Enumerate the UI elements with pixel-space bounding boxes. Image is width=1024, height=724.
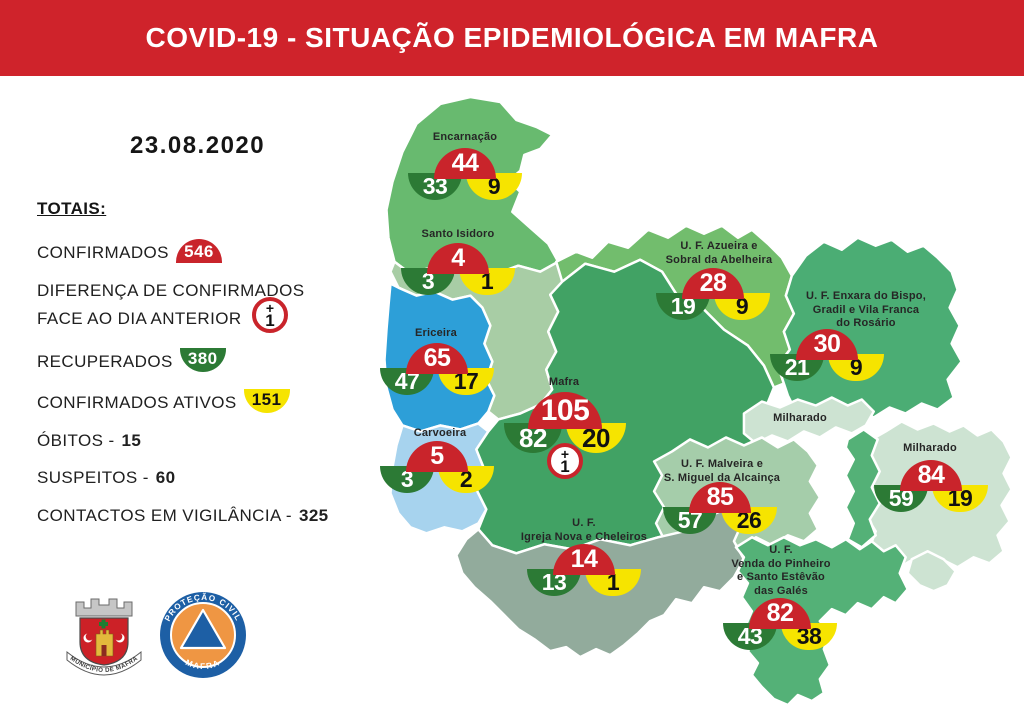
region-shape-milharado-exclave — [742, 396, 875, 445]
diferenca-total-circle: + 1 — [252, 297, 288, 333]
diferenca-label-line1: DIFERENÇA DE CONFIRMADOS — [37, 281, 305, 300]
protecao-civil-logo: PROTEÇÃO CIVIL MAFRA — [160, 592, 246, 678]
suspeitos-value: 60 — [155, 468, 176, 487]
plus-sign: + — [265, 299, 275, 316]
ribbon — [66, 650, 142, 676]
report-date: 23.08.2020 — [130, 132, 266, 159]
svg-text:MAFRA: MAFRA — [184, 658, 222, 671]
suspeitos-label: SUSPEITOS - — [37, 468, 149, 487]
ativos-total-badge: 151 — [243, 389, 290, 413]
diferenca-label-line2: FACE AO DIA ANTERIOR — [37, 309, 242, 328]
stat-recuperados: RECUPERADOS 380 — [37, 348, 226, 372]
civil-protection-triangle-icon — [179, 608, 227, 650]
castle-tower — [95, 629, 114, 657]
stat-contactos: CONTACTOS EM VIGILÂNCIA - 325 — [37, 506, 329, 526]
stat-ativos: CONFIRMADOS ATIVOS 151 — [37, 389, 290, 413]
obitos-value: 15 — [121, 431, 142, 450]
stat-obitos: ÓBITOS - 15 — [37, 431, 141, 451]
region-shape-milharado-fragment — [906, 550, 957, 593]
mafra-coat-of-arms-logo: MUNICÍPIO DE MAFRA — [66, 598, 142, 676]
region-shape-ericeira — [384, 282, 496, 433]
obitos-label: ÓBITOS - — [37, 431, 115, 450]
contactos-label: CONTACTOS EM VIGILÂNCIA - — [37, 506, 292, 525]
protecao-civil-bottom-text: MAFRA — [184, 658, 220, 671]
region-shape-milharado — [860, 420, 1013, 573]
region-shape-carvoeira — [389, 422, 490, 535]
header-banner: COVID-19 - SITUAÇÃO EPIDEMIOLÓGICA EM MA… — [0, 0, 1024, 76]
stat-confirmados: CONFIRMADOS 546 — [37, 239, 222, 263]
region-shape-venda-strip — [844, 428, 881, 549]
stat-suspeitos: SUSPEITOS - 60 — [37, 468, 176, 488]
recuperados-total-badge: 380 — [179, 348, 226, 372]
contactos-value: 325 — [298, 506, 329, 525]
region-shape-encarnacao — [385, 95, 560, 275]
ativos-label: CONFIRMADOS ATIVOS — [37, 393, 237, 412]
mural-crown — [75, 598, 133, 617]
region-shape-enxara — [776, 236, 963, 423]
recuperados-label: RECUPERADOS — [37, 352, 173, 371]
page-title: COVID-19 - SITUAÇÃO EPIDEMIOLÓGICA EM MA… — [145, 22, 879, 53]
region-shape-venda — [734, 536, 909, 707]
diferenca-value: 1 — [265, 310, 275, 330]
totals-heading: TOTAIS: — [37, 199, 107, 218]
confirmados-label: CONFIRMADOS — [37, 243, 169, 262]
confirmados-total-badge: 546 — [175, 239, 222, 263]
mafra-municipality-map — [384, 95, 1013, 707]
